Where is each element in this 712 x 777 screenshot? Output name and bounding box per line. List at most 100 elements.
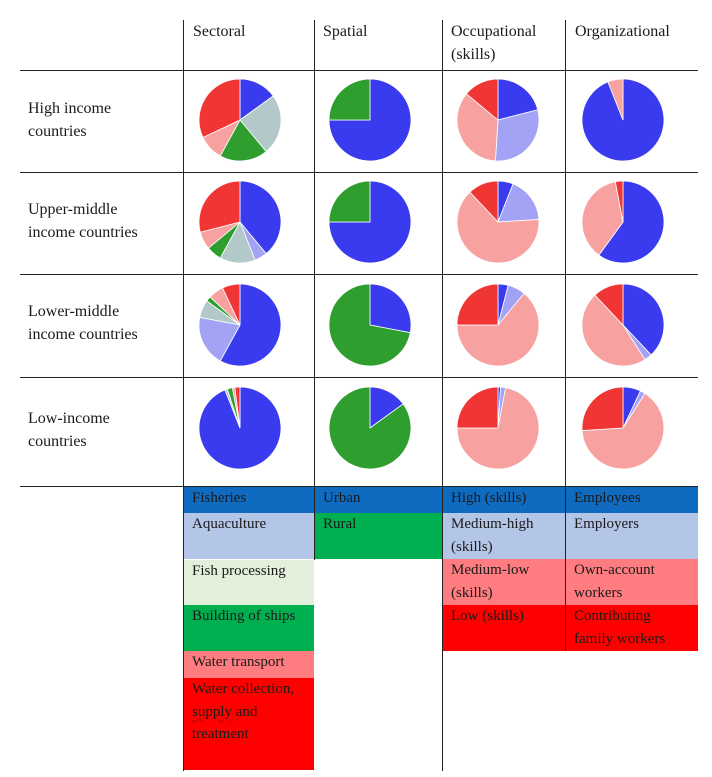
legend-aquaculture: Aquaculture: [184, 513, 314, 559]
row-label-line: High income: [28, 100, 112, 117]
pie-chart: [328, 386, 412, 470]
legend-own-account-workers: Own-account workers: [566, 559, 698, 605]
pie-slice: [198, 316, 241, 362]
pie-slice: [328, 283, 411, 367]
pie-slice: [495, 109, 540, 162]
pie-slice: [328, 386, 412, 470]
pie-chart: [581, 283, 665, 367]
pie-chart: [198, 78, 282, 162]
column-divider: [183, 20, 184, 771]
column-divider: [442, 20, 443, 771]
column-header-sectoral: Sectoral: [193, 20, 245, 43]
row-label-line: Upper-middle: [28, 201, 118, 218]
pie-slice: [239, 180, 282, 255]
pie-chart: [456, 283, 540, 367]
legend-employers: Employers: [566, 513, 698, 559]
column-header-line: Sectoral: [193, 23, 246, 40]
pie-chart: [198, 283, 282, 367]
legend-low-skills: Low (skills): [443, 605, 565, 651]
row-divider: [20, 486, 698, 487]
row-label-line: income countries: [28, 326, 138, 343]
column-divider: [565, 20, 566, 651]
column-header-occupational: Occupational (skills): [451, 20, 536, 66]
legend-water-collection-label: Water collection, supply and treatment: [192, 681, 295, 742]
pie-slice: [497, 183, 540, 223]
legend-contributing-family-workers: Contributing family workers: [566, 605, 698, 651]
legend-high-skills: High (skills): [443, 487, 565, 513]
row-label-lower-middle: Lower-middle income countries: [28, 300, 138, 346]
legend-employees: Employees: [566, 487, 698, 513]
pie-slice: [219, 119, 267, 162]
legend-fisheries: Fisheries: [184, 487, 314, 513]
pie-chart: [328, 78, 412, 162]
legend-medium-low-skills: Medium-low (skills): [443, 559, 565, 605]
pie-chart: [581, 386, 665, 470]
pie-slice: [622, 283, 665, 356]
pie-chart: [581, 78, 665, 162]
pie-slice: [328, 180, 412, 264]
legend-water-collection: Water collection, supply and treatment: [184, 678, 314, 770]
row-label-line: income countries: [28, 224, 138, 241]
pie-chart: [328, 283, 412, 367]
pie-slice: [369, 283, 412, 334]
pie-slice: [456, 386, 499, 429]
column-header-organizational: Organizational: [575, 20, 670, 43]
pie-slice: [581, 386, 624, 431]
legend-building-of-ships: Building of ships: [184, 605, 314, 651]
pie-slice: [581, 294, 646, 367]
row-label-upper-middle: Upper-middle income countries: [28, 198, 138, 244]
row-divider: [20, 70, 698, 71]
pie-chart: [198, 386, 282, 470]
pie-slice: [607, 78, 624, 121]
pie-slice: [497, 78, 539, 121]
pie-chart: [456, 78, 540, 162]
pie-slice: [219, 283, 282, 367]
pie-chart: [328, 180, 412, 264]
legend-water-transport: Water transport: [184, 651, 314, 678]
column-header-line: (skills): [451, 46, 496, 63]
row-divider: [20, 274, 698, 275]
pie-slice: [456, 283, 499, 326]
row-divider: [20, 172, 698, 173]
pie-slice: [594, 283, 624, 327]
legend-medium-high-skills: Medium-high (skills): [443, 513, 565, 559]
column-header-line: Organizational: [575, 23, 670, 40]
pie-slice: [598, 180, 665, 264]
pie-chart: [198, 180, 282, 264]
pie-slice: [456, 191, 540, 264]
pie-slice: [328, 180, 371, 223]
column-header-line: Occupational: [451, 23, 537, 40]
pie-slice: [581, 181, 624, 256]
row-label-high-income: High income countries: [28, 97, 111, 143]
pie-slice: [328, 78, 412, 162]
column-header-spatial: Spatial: [323, 20, 367, 43]
spellcheck-underline: supply: [192, 703, 233, 720]
pie-slice: [198, 180, 241, 233]
row-label-line: Lower-middle: [28, 303, 120, 320]
row-label-line: countries: [28, 433, 87, 450]
pie-chart: [581, 180, 665, 264]
pie-slice: [469, 180, 499, 224]
pie-chart: [456, 180, 540, 264]
pie-slice: [465, 78, 499, 121]
column-header-line: Spatial: [323, 23, 368, 40]
pie-slice: [234, 386, 241, 429]
pie-slice: [614, 180, 624, 223]
pie-chart: [456, 386, 540, 470]
legend-rural: Rural: [315, 513, 442, 559]
row-label-low-income: Low-income countries: [28, 407, 110, 453]
row-label-line: Low-income: [28, 410, 110, 427]
pie-slice: [198, 78, 241, 138]
legend-urban: Urban: [315, 487, 442, 513]
column-divider: [314, 20, 315, 560]
row-divider: [20, 377, 698, 378]
pie-slice: [456, 292, 540, 367]
pie-slice: [328, 78, 371, 121]
legend-fish-processing: Fish processing: [184, 560, 314, 605]
pie-slice: [581, 392, 665, 470]
pie-slice: [456, 93, 499, 162]
pie-slice: [222, 283, 241, 326]
row-label-line: countries: [28, 123, 87, 140]
pie-slice: [239, 95, 282, 153]
